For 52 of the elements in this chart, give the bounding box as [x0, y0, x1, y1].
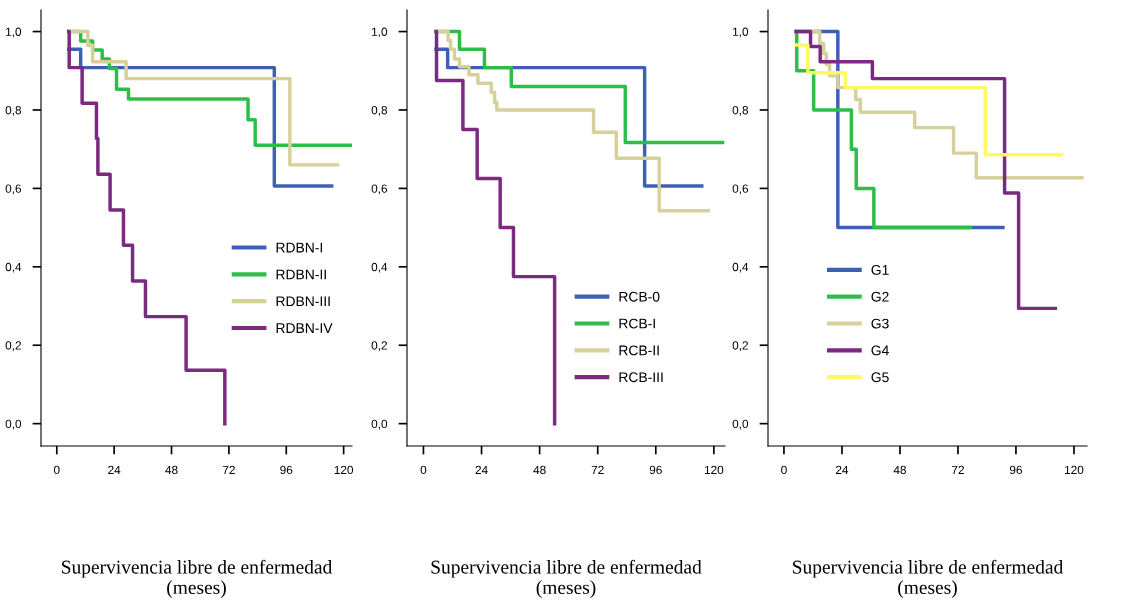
y-tick-label: 0,6 — [5, 184, 22, 195]
y-tick-label: 1,0 — [372, 27, 388, 38]
y-tick-label: 0,2 — [371, 341, 387, 352]
x-axis-title: Supervivencia libre de enfermedad (meses) — [431, 559, 702, 598]
x-tick-label: 0 — [781, 465, 787, 475]
y-tick-label: 0,8 — [371, 106, 388, 116]
x-tick-label: 96 — [649, 465, 662, 475]
y-tick-label: 0,6 — [371, 184, 388, 195]
x-axis-title: Supervivencia libre de enfermedad (meses) — [793, 559, 1064, 598]
x-tick-label: 48 — [533, 465, 546, 475]
x-tick-label: 0 — [53, 465, 60, 475]
y-tick-label: 0,8 — [5, 106, 22, 116]
legend-label: RCB-II — [619, 345, 659, 356]
x-tick-label: 24 — [475, 465, 488, 474]
legend-label: RCB-0 — [619, 291, 660, 302]
legend-label: RDBN-II — [276, 269, 326, 280]
y-tick-label: 0,0 — [5, 419, 22, 430]
y-tick-label: 0,0 — [732, 419, 749, 430]
y-tick-label: 0,6 — [732, 184, 749, 195]
legend-label: RCB-III — [619, 372, 663, 383]
y-tick-label: 0,8 — [732, 106, 749, 116]
legend-label: RDBN-IV — [276, 323, 333, 333]
legend-label: G2 — [871, 291, 889, 302]
y-tick-label: 1,0 — [733, 27, 749, 38]
legend-label: G3 — [871, 318, 889, 329]
x-tick-label: 48 — [893, 465, 906, 475]
y-tick-label: 0,2 — [5, 341, 21, 352]
legend-label: G4 — [871, 345, 889, 356]
x-tick-label: 120 — [704, 465, 724, 475]
x-axis-title: Supervivencia libre de enfermedad (meses) — [62, 559, 333, 598]
y-tick-label: 0,2 — [732, 341, 748, 352]
x-tick-label: 96 — [280, 465, 293, 475]
x-tick-label: 48 — [165, 465, 178, 475]
legend-label: G1 — [871, 264, 889, 275]
x-tick-label: 72 — [591, 465, 604, 474]
legend-label: RDBN-I — [276, 242, 323, 253]
x-tick-label: 96 — [1009, 465, 1022, 475]
x-tick-label: 0 — [420, 465, 427, 475]
legend-label: G5 — [871, 372, 889, 383]
y-tick-label: 0,0 — [371, 419, 388, 430]
x-tick-label: 120 — [1065, 465, 1084, 475]
y-tick-label: 0,4 — [732, 262, 749, 273]
legend-label: RCB-I — [619, 318, 655, 329]
x-tick-label: 24 — [108, 465, 121, 474]
y-tick-label: 0,4 — [371, 262, 388, 273]
x-tick-label: 24 — [835, 465, 849, 474]
x-tick-label: 120 — [334, 465, 354, 475]
y-tick-label: 0,4 — [5, 262, 22, 273]
y-tick-label: 1,0 — [6, 27, 22, 38]
x-tick-label: 72 — [951, 465, 964, 474]
x-tick-label: 72 — [222, 465, 235, 474]
legend-label: RDBN-III — [276, 296, 330, 307]
